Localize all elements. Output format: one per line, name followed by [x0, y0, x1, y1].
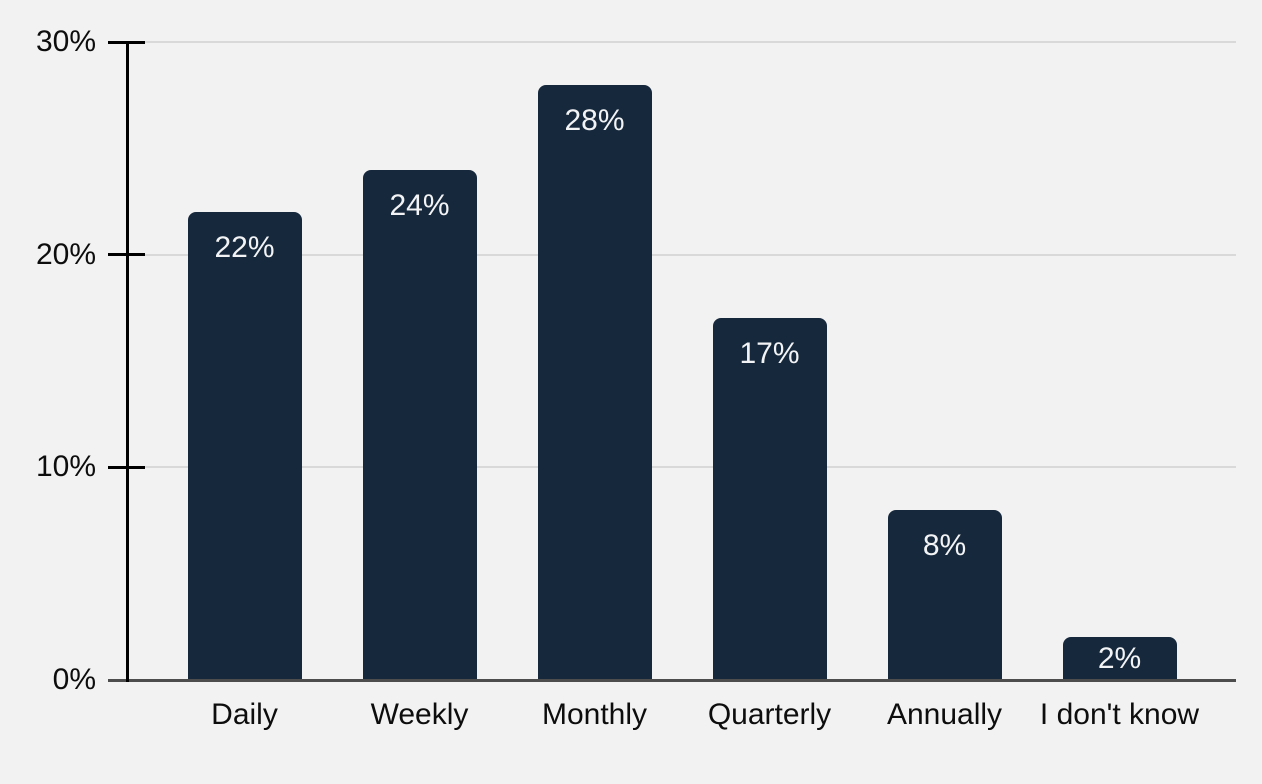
bar-value-label: 24%	[389, 188, 450, 222]
y-gridline	[127, 41, 1236, 43]
bar-weekly	[362, 169, 477, 680]
bar-value-label: 28%	[564, 103, 625, 137]
bar-value-label: 8%	[922, 528, 967, 562]
y-gridline	[127, 253, 1236, 256]
bar-monthly	[537, 84, 652, 680]
x-tick-label: Daily	[211, 698, 278, 731]
x-tick-label: Annually	[886, 698, 1003, 731]
x-tick-label: Monthly	[541, 698, 648, 731]
y-tick-label: 20%	[35, 237, 96, 271]
y-tick-label: 10%	[35, 450, 96, 484]
bar-i-don-t-know	[1062, 637, 1177, 680]
y-tick-label: 30%	[35, 25, 96, 58]
bar-annually	[887, 509, 1002, 680]
y-axis-line	[125, 40, 129, 682]
x-tick-label: Quarterly	[707, 698, 832, 731]
x-axis-baseline	[108, 678, 1236, 682]
y-gridline	[127, 466, 1236, 469]
y-tick-label: 0%	[52, 663, 96, 696]
x-tick-label: I don't know	[1039, 698, 1200, 731]
x-tick-label: Weekly	[370, 698, 469, 731]
bar-value-label: 17%	[739, 337, 800, 371]
bar-value-label: 2%	[1097, 641, 1142, 675]
bar-value-label: 22%	[214, 231, 275, 265]
bar-quarterly	[712, 318, 827, 680]
bar-daily	[187, 212, 302, 680]
